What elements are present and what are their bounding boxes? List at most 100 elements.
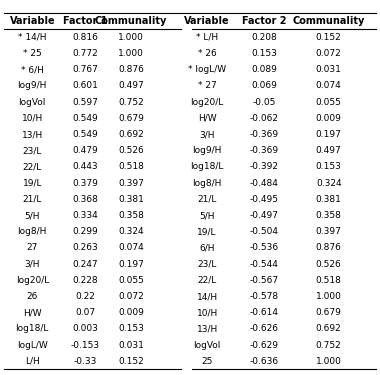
Text: 22/L: 22/L bbox=[198, 276, 217, 285]
Text: log8/H: log8/H bbox=[17, 227, 47, 236]
Text: * 26: * 26 bbox=[198, 49, 217, 58]
Text: 0.368: 0.368 bbox=[73, 195, 98, 204]
Text: 0.197: 0.197 bbox=[316, 130, 342, 139]
Text: 23/L: 23/L bbox=[198, 260, 217, 268]
Text: 0.263: 0.263 bbox=[73, 243, 98, 252]
Text: 0.876: 0.876 bbox=[118, 65, 144, 74]
Text: -0.504: -0.504 bbox=[250, 227, 279, 236]
Text: -0.578: -0.578 bbox=[250, 292, 279, 301]
Text: 0.497: 0.497 bbox=[316, 146, 342, 155]
Text: -0.153: -0.153 bbox=[71, 340, 100, 350]
Text: 0.526: 0.526 bbox=[316, 260, 342, 268]
Text: 0.601: 0.601 bbox=[73, 81, 98, 90]
Text: logL/W: logL/W bbox=[17, 340, 48, 350]
Text: logVol: logVol bbox=[193, 340, 221, 350]
Text: 0.089: 0.089 bbox=[251, 65, 277, 74]
Text: 26: 26 bbox=[27, 292, 38, 301]
Text: 23/L: 23/L bbox=[23, 146, 42, 155]
Text: 0.816: 0.816 bbox=[73, 33, 98, 42]
Text: 0.072: 0.072 bbox=[316, 49, 342, 58]
Text: 21/L: 21/L bbox=[198, 195, 217, 204]
Text: logVol: logVol bbox=[19, 98, 46, 106]
Text: -0.05: -0.05 bbox=[252, 98, 276, 106]
Text: 0.031: 0.031 bbox=[118, 340, 144, 350]
Text: 13/H: 13/H bbox=[196, 324, 218, 333]
Text: 0.324: 0.324 bbox=[118, 227, 144, 236]
Text: 0.153: 0.153 bbox=[316, 162, 342, 171]
Text: 0.228: 0.228 bbox=[73, 276, 98, 285]
Text: H/W: H/W bbox=[198, 114, 217, 123]
Text: 0.597: 0.597 bbox=[73, 98, 98, 106]
Text: 14/H: 14/H bbox=[196, 292, 218, 301]
Text: 13/H: 13/H bbox=[22, 130, 43, 139]
Text: 0.197: 0.197 bbox=[118, 260, 144, 268]
Text: 0.299: 0.299 bbox=[73, 227, 98, 236]
Text: 0.247: 0.247 bbox=[73, 260, 98, 268]
Text: 0.381: 0.381 bbox=[118, 195, 144, 204]
Text: 27: 27 bbox=[27, 243, 38, 252]
Text: 0.767: 0.767 bbox=[73, 65, 98, 74]
Text: -0.495: -0.495 bbox=[250, 195, 279, 204]
Text: 0.772: 0.772 bbox=[73, 49, 98, 58]
Text: 3/H: 3/H bbox=[25, 260, 40, 268]
Text: 19/L: 19/L bbox=[22, 178, 42, 188]
Text: log18/L: log18/L bbox=[190, 162, 224, 171]
Text: * logL/W: * logL/W bbox=[188, 65, 226, 74]
Text: -0.636: -0.636 bbox=[250, 357, 279, 366]
Text: 0.009: 0.009 bbox=[316, 114, 342, 123]
Text: Factor 2: Factor 2 bbox=[242, 16, 287, 26]
Text: 0.358: 0.358 bbox=[118, 211, 144, 220]
Text: 0.497: 0.497 bbox=[118, 81, 144, 90]
Text: log8/H: log8/H bbox=[192, 178, 222, 188]
Text: 1.000: 1.000 bbox=[118, 33, 144, 42]
Text: 0.752: 0.752 bbox=[118, 98, 144, 106]
Text: Communality: Communality bbox=[95, 16, 167, 26]
Text: 0.679: 0.679 bbox=[118, 114, 144, 123]
Text: * 27: * 27 bbox=[198, 81, 217, 90]
Text: 10/H: 10/H bbox=[22, 114, 43, 123]
Text: -0.484: -0.484 bbox=[250, 178, 279, 188]
Text: 0.379: 0.379 bbox=[73, 178, 98, 188]
Text: 0.876: 0.876 bbox=[316, 243, 342, 252]
Text: 0.381: 0.381 bbox=[316, 195, 342, 204]
Text: Factor 1: Factor 1 bbox=[63, 16, 108, 26]
Text: 3/H: 3/H bbox=[200, 130, 215, 139]
Text: 10/H: 10/H bbox=[196, 308, 218, 317]
Text: 5/H: 5/H bbox=[25, 211, 40, 220]
Text: 0.518: 0.518 bbox=[316, 276, 342, 285]
Text: 0.009: 0.009 bbox=[118, 308, 144, 317]
Text: 0.679: 0.679 bbox=[316, 308, 342, 317]
Text: * 25: * 25 bbox=[23, 49, 42, 58]
Text: 0.072: 0.072 bbox=[118, 292, 144, 301]
Text: 0.074: 0.074 bbox=[118, 243, 144, 252]
Text: -0.626: -0.626 bbox=[250, 324, 279, 333]
Text: 0.526: 0.526 bbox=[118, 146, 144, 155]
Text: Communality: Communality bbox=[293, 16, 365, 26]
Text: -0.369: -0.369 bbox=[250, 146, 279, 155]
Text: * 14/H: * 14/H bbox=[18, 33, 47, 42]
Text: * 6/H: * 6/H bbox=[21, 65, 44, 74]
Text: 0.055: 0.055 bbox=[316, 98, 342, 106]
Text: 0.692: 0.692 bbox=[316, 324, 342, 333]
Text: 0.152: 0.152 bbox=[316, 33, 342, 42]
Text: 19/L: 19/L bbox=[197, 227, 217, 236]
Text: 0.208: 0.208 bbox=[251, 33, 277, 42]
Text: 0.479: 0.479 bbox=[73, 146, 98, 155]
Text: H/W: H/W bbox=[23, 308, 42, 317]
Text: 22/L: 22/L bbox=[23, 162, 42, 171]
Text: 0.153: 0.153 bbox=[118, 324, 144, 333]
Text: 0.397: 0.397 bbox=[118, 178, 144, 188]
Text: 0.074: 0.074 bbox=[316, 81, 342, 90]
Text: 0.549: 0.549 bbox=[73, 114, 98, 123]
Text: 0.069: 0.069 bbox=[251, 81, 277, 90]
Text: * L/H: * L/H bbox=[196, 33, 218, 42]
Text: 1.000: 1.000 bbox=[118, 49, 144, 58]
Text: 5/H: 5/H bbox=[200, 211, 215, 220]
Text: 6/H: 6/H bbox=[200, 243, 215, 252]
Text: -0.062: -0.062 bbox=[250, 114, 279, 123]
Text: 0.152: 0.152 bbox=[118, 357, 144, 366]
Text: 0.22: 0.22 bbox=[76, 292, 95, 301]
Text: 0.334: 0.334 bbox=[73, 211, 98, 220]
Text: -0.629: -0.629 bbox=[250, 340, 279, 350]
Text: 0.549: 0.549 bbox=[73, 130, 98, 139]
